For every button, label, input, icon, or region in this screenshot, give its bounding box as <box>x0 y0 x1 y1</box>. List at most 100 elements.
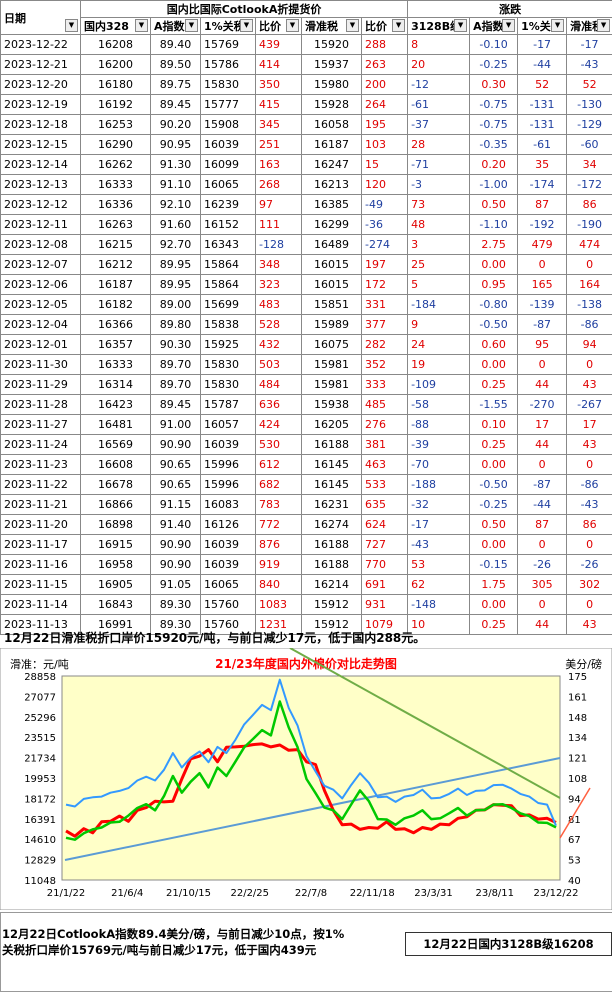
table-cell: 533 <box>360 474 409 495</box>
table-cell: -0.80 <box>469 294 519 315</box>
table-row: 2023-11-13 16991 89.30 15760 1231 15912 1079 10… <box>0 614 612 635</box>
filter-dropdown-icon[interactable]: ▼ <box>392 19 406 32</box>
table-cell: 2023-12-05 <box>0 294 81 315</box>
table-cell: 90.65 <box>150 474 201 495</box>
table-cell: 0.60 <box>469 334 519 355</box>
table-cell: 28 <box>407 134 471 155</box>
table-cell: -131 <box>517 94 568 115</box>
table-cell: 15981 <box>301 374 362 395</box>
x-tick: 21/1/22 <box>47 888 86 899</box>
table-cell: -61 <box>517 134 568 155</box>
table-cell: 2023-12-04 <box>0 314 81 335</box>
table-cell: -58 <box>407 394 471 415</box>
table-cell: 94 <box>566 334 612 355</box>
table-cell: 0 <box>566 454 612 475</box>
y-left-tick: 23515 <box>24 733 56 744</box>
filter-dropdown-icon[interactable]: ▼ <box>240 19 253 32</box>
table-cell: 0 <box>566 534 612 555</box>
x-tick: 23/12/22 <box>534 888 579 899</box>
table-cell: 612 <box>255 454 302 475</box>
table-cell: -129 <box>566 114 612 135</box>
table-cell: 0.00 <box>469 594 519 615</box>
table-cell: 16915 <box>80 534 151 555</box>
table-cell: 16065 <box>200 574 256 595</box>
y-right-tick: 94 <box>568 794 581 805</box>
filter-dropdown-icon[interactable]: ▼ <box>346 19 359 32</box>
table-cell: 34 <box>566 154 612 175</box>
table-cell: 377 <box>360 314 409 335</box>
filter-dropdown-icon[interactable]: ▼ <box>135 19 148 32</box>
filter-dropdown-icon[interactable]: ▼ <box>502 19 516 32</box>
table-cell: -44 <box>517 54 568 75</box>
y-right-tick: 67 <box>568 835 581 846</box>
table-cell: 15937 <box>301 54 362 75</box>
table-cell: 120 <box>360 174 409 195</box>
filter-dropdown-icon[interactable]: ▼ <box>286 19 299 32</box>
table-cell: 92.70 <box>150 234 201 255</box>
header-date: 日期 ▼ <box>0 0 81 35</box>
filter-dropdown-icon[interactable]: ▼ <box>551 19 565 32</box>
x-tick: 23/8/11 <box>475 888 514 899</box>
filter-dropdown-icon[interactable]: ▼ <box>185 19 198 32</box>
table-cell: 90.95 <box>150 134 201 155</box>
table-cell: 89.75 <box>150 74 201 95</box>
table-cell: 95 <box>517 334 568 355</box>
table-cell: 2023-12-12 <box>0 194 81 215</box>
filter-dropdown-icon[interactable]: ▼ <box>65 19 78 32</box>
table-cell: 16058 <box>301 114 362 135</box>
table-cell: 263 <box>360 54 409 75</box>
filter-dropdown-icon[interactable]: ▼ <box>454 19 468 32</box>
table-cell: 16188 <box>301 434 362 455</box>
table-cell: 0 <box>566 354 612 375</box>
table-cell: 16213 <box>301 174 362 195</box>
table-row: 2023-11-17 16915 90.90 16039 876 16188 727 -43 0… <box>0 534 612 555</box>
table-cell: 0.00 <box>469 534 519 555</box>
table-cell: 15864 <box>200 274 256 295</box>
table-cell: 2023-12-20 <box>0 74 81 95</box>
table-cell: -1.10 <box>469 214 519 235</box>
x-tick: 21/6/4 <box>111 888 143 899</box>
table-cell: 48 <box>407 214 471 235</box>
table-cell: -88 <box>407 414 471 435</box>
table-cell: 163 <box>255 154 302 175</box>
table-row: 2023-11-24 16569 90.90 16039 530 16188 381 -39 0… <box>0 434 612 455</box>
y-left-tick: 27077 <box>24 692 56 703</box>
trend-line-green <box>289 647 561 799</box>
table-cell: 770 <box>360 554 409 575</box>
table-cell: 15830 <box>200 354 256 375</box>
y-right-tick: 175 <box>568 672 587 683</box>
table-cell: 2023-12-19 <box>0 94 81 115</box>
header-col-5: 滑准税 ▼ <box>301 17 362 35</box>
table-cell: 381 <box>360 434 409 455</box>
table-row: 2023-11-22 16678 90.65 15996 682 16145 533 -188… <box>0 474 612 495</box>
table-cell: 503 <box>255 354 302 375</box>
table-cell: 91.15 <box>150 494 201 515</box>
table-row: 2023-12-22 16208 89.40 15769 439 15920 288 8 -0.… <box>0 34 612 55</box>
trend-line-orange <box>559 787 591 839</box>
table-cell: -184 <box>407 294 471 315</box>
table-cell: 2023-11-15 <box>0 574 81 595</box>
table-cell: 16015 <box>301 254 362 275</box>
series-sliding_tax <box>65 678 557 827</box>
x-tick: 22/7/8 <box>295 888 327 899</box>
filter-dropdown-icon[interactable]: ▼ <box>597 19 611 32</box>
table-cell: 2023-11-24 <box>0 434 81 455</box>
table-cell: 2023-12-11 <box>0 214 81 235</box>
plot-area <box>61 675 561 881</box>
table-cell: -172 <box>566 174 612 195</box>
table-cell: 91.60 <box>150 214 201 235</box>
table-cell: 17 <box>517 414 568 435</box>
table-cell: 0.10 <box>469 414 519 435</box>
table-cell: 87 <box>517 514 568 535</box>
table-row: 2023-11-27 16481 91.00 16057 424 16205 276 -88 0… <box>0 414 612 435</box>
table-cell: 16357 <box>80 334 151 355</box>
table-cell: 89.80 <box>150 314 201 335</box>
table-cell: -12 <box>407 74 471 95</box>
table-cell: -0.75 <box>469 94 519 115</box>
table-cell: 528 <box>255 314 302 335</box>
table-cell: 345 <box>255 114 302 135</box>
table-cell: 727 <box>360 534 409 555</box>
table-row: 2023-12-20 16180 89.75 15830 350 15980 200 -12 0… <box>0 74 612 95</box>
table-cell: 15851 <box>301 294 362 315</box>
table-row: 2023-11-21 16866 91.15 16083 783 16231 635 -32-… <box>0 494 612 515</box>
